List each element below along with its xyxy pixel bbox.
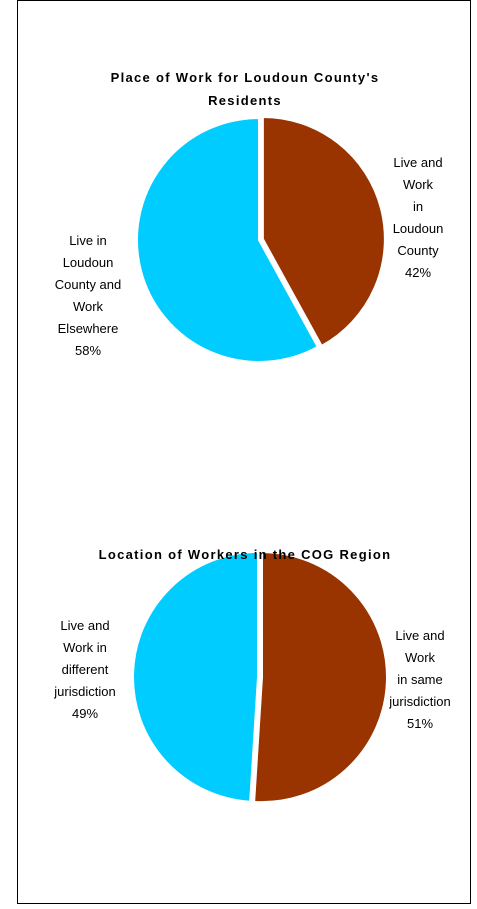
slice-label: Live and Work in same jurisdiction xyxy=(389,628,451,709)
chart-frame xyxy=(17,0,471,904)
chart-title: Place of Work for Loudoun County's Resid… xyxy=(110,70,380,108)
slice-label: Live and Work in different jurisdiction xyxy=(54,618,116,699)
slice-value-label: 49% xyxy=(71,706,99,721)
slice-value-label: 58% xyxy=(74,343,102,358)
slice-label: Live in Loudoun County and Work Elsewher… xyxy=(54,233,122,336)
pie-slice xyxy=(261,116,386,348)
chart-title: Location of Workers in the COG Region xyxy=(98,547,392,562)
slice-value-label: 42% xyxy=(404,265,432,280)
pie-slice xyxy=(132,550,259,803)
pie-slice xyxy=(253,551,389,804)
slice-label: Live and Work in Loudoun County xyxy=(392,155,444,258)
pie-slice xyxy=(136,116,320,363)
slice-value-label: 51% xyxy=(406,716,434,731)
